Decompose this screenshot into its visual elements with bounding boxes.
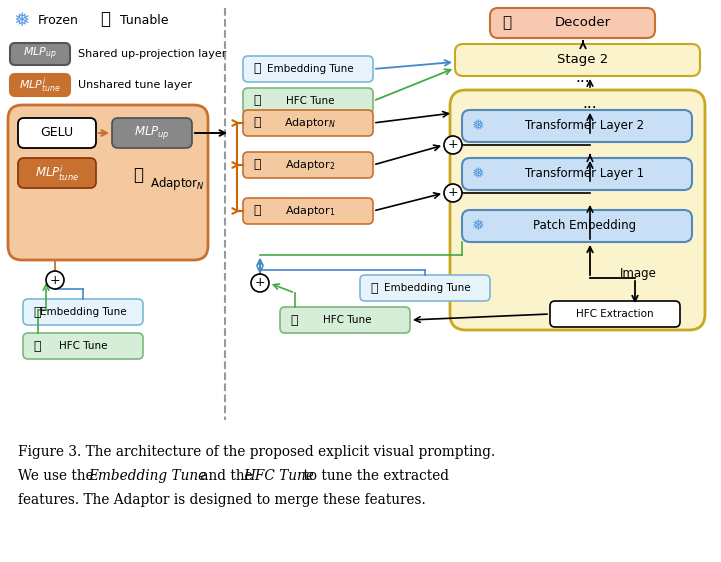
Text: 🔥: 🔥 bbox=[33, 306, 41, 319]
Text: Frozen: Frozen bbox=[38, 13, 79, 26]
Text: 🔥: 🔥 bbox=[503, 16, 512, 30]
Text: Patch Embedding: Patch Embedding bbox=[534, 220, 637, 233]
FancyBboxPatch shape bbox=[462, 210, 692, 242]
Text: $MLP^{i}_{tune}$: $MLP^{i}_{tune}$ bbox=[19, 75, 61, 95]
Text: 🔥: 🔥 bbox=[33, 339, 41, 352]
Text: to tune the extracted: to tune the extracted bbox=[299, 469, 449, 483]
FancyBboxPatch shape bbox=[8, 105, 208, 260]
Text: Stage 2: Stage 2 bbox=[557, 53, 609, 66]
Text: ❅: ❅ bbox=[472, 166, 485, 182]
Text: 🔥: 🔥 bbox=[253, 94, 261, 107]
Text: and the: and the bbox=[196, 469, 257, 483]
Text: +: + bbox=[255, 277, 265, 289]
Text: Embedding Tune: Embedding Tune bbox=[88, 469, 206, 483]
Text: ❅: ❅ bbox=[472, 219, 485, 233]
Text: 🔥: 🔥 bbox=[253, 116, 261, 129]
Text: Adaptor$_2$: Adaptor$_2$ bbox=[285, 158, 335, 172]
Text: Adaptor$_N$: Adaptor$_N$ bbox=[284, 116, 336, 130]
Text: 🔥: 🔥 bbox=[253, 158, 261, 171]
Text: 🔥: 🔥 bbox=[253, 62, 261, 75]
FancyBboxPatch shape bbox=[10, 74, 70, 96]
Text: +: + bbox=[50, 274, 61, 287]
Text: HFC Tune: HFC Tune bbox=[323, 315, 371, 325]
Text: Transformer Layer 2: Transformer Layer 2 bbox=[526, 120, 645, 133]
FancyBboxPatch shape bbox=[243, 88, 373, 114]
Text: 🔥: 🔥 bbox=[253, 205, 261, 217]
FancyBboxPatch shape bbox=[10, 43, 70, 65]
Text: HFC Extraction: HFC Extraction bbox=[576, 309, 654, 319]
Text: HFC Tune: HFC Tune bbox=[58, 341, 107, 351]
FancyBboxPatch shape bbox=[112, 118, 192, 148]
Text: Image: Image bbox=[620, 266, 657, 279]
Text: $MLP_{up}$: $MLP_{up}$ bbox=[23, 46, 57, 62]
Circle shape bbox=[46, 271, 64, 289]
FancyBboxPatch shape bbox=[490, 8, 655, 38]
Text: $MLP^{i}_{tune}$: $MLP^{i}_{tune}$ bbox=[35, 164, 79, 183]
Text: Transformer Layer 1: Transformer Layer 1 bbox=[526, 167, 645, 180]
FancyBboxPatch shape bbox=[462, 158, 692, 190]
Text: 🔥: 🔥 bbox=[100, 10, 110, 28]
FancyBboxPatch shape bbox=[18, 158, 96, 188]
Text: Adaptor$_N$: Adaptor$_N$ bbox=[150, 174, 205, 192]
FancyBboxPatch shape bbox=[455, 44, 700, 76]
Text: ...: ... bbox=[583, 96, 597, 111]
Text: Unshared tune layer: Unshared tune layer bbox=[78, 80, 192, 90]
Text: Embedding Tune: Embedding Tune bbox=[267, 64, 353, 74]
Text: ❅: ❅ bbox=[472, 119, 485, 134]
FancyBboxPatch shape bbox=[280, 307, 410, 333]
Text: Embedding Tune: Embedding Tune bbox=[384, 283, 470, 293]
Text: Shared up-projection layer: Shared up-projection layer bbox=[78, 49, 226, 59]
Text: Embedding Tune: Embedding Tune bbox=[40, 307, 126, 317]
Text: Decoder: Decoder bbox=[555, 16, 611, 29]
FancyBboxPatch shape bbox=[243, 56, 373, 82]
Text: 🔥: 🔥 bbox=[371, 282, 378, 294]
Text: HFC Tune: HFC Tune bbox=[286, 96, 335, 106]
FancyBboxPatch shape bbox=[243, 198, 373, 224]
Text: We use the: We use the bbox=[18, 469, 98, 483]
FancyBboxPatch shape bbox=[18, 118, 96, 148]
FancyBboxPatch shape bbox=[23, 299, 143, 325]
Text: ❅: ❅ bbox=[14, 11, 30, 29]
FancyBboxPatch shape bbox=[450, 90, 705, 330]
FancyBboxPatch shape bbox=[360, 275, 490, 301]
FancyBboxPatch shape bbox=[23, 333, 143, 359]
Text: $MLP_{up}$: $MLP_{up}$ bbox=[134, 125, 170, 142]
Circle shape bbox=[444, 184, 462, 202]
Text: HFC Tune: HFC Tune bbox=[243, 469, 314, 483]
Text: Tunable: Tunable bbox=[120, 13, 169, 26]
FancyBboxPatch shape bbox=[550, 301, 680, 327]
Text: Adaptor$_1$: Adaptor$_1$ bbox=[285, 204, 335, 218]
Text: Figure 3. The architecture of the proposed explicit visual prompting.: Figure 3. The architecture of the propos… bbox=[18, 445, 495, 459]
Text: 🔥: 🔥 bbox=[133, 166, 143, 184]
Text: +: + bbox=[448, 138, 459, 152]
Text: +: + bbox=[448, 187, 459, 200]
Text: features. The Adaptor is designed to merge these features.: features. The Adaptor is designed to mer… bbox=[18, 493, 425, 507]
Text: ...: ... bbox=[575, 70, 590, 85]
Circle shape bbox=[444, 136, 462, 154]
Circle shape bbox=[251, 274, 269, 292]
FancyBboxPatch shape bbox=[243, 110, 373, 136]
FancyBboxPatch shape bbox=[462, 110, 692, 142]
Text: 🔥: 🔥 bbox=[291, 314, 298, 327]
FancyBboxPatch shape bbox=[243, 152, 373, 178]
Text: GELU: GELU bbox=[40, 126, 74, 139]
